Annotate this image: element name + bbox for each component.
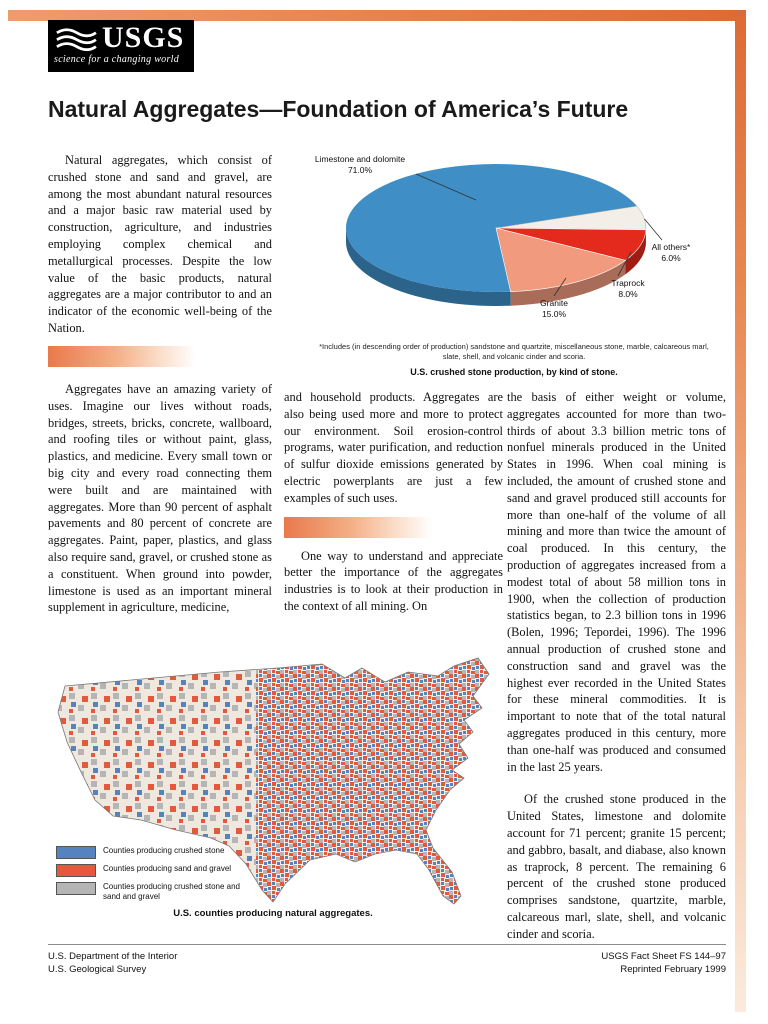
usgs-wave-icon: [56, 28, 97, 51]
section-divider-2: [284, 516, 432, 538]
column3-paragraph-1: the basis of either weight or volume, ag…: [507, 390, 726, 774]
us-outline: [57, 657, 490, 905]
footer-right: USGS Fact Sheet FS 144–97 Reprinted Febr…: [601, 951, 726, 976]
pie-slice-limestone: [345, 163, 637, 292]
column2: and household products. Aggregates are a…: [284, 389, 503, 615]
pie-label-all-others: All others* 6.0%: [636, 242, 706, 263]
column3-paragraph-2: Of the crushed stone produced in the Uni…: [507, 792, 726, 941]
leader-line-all-others: [644, 218, 663, 241]
legend-swatch-sand-gravel: [56, 864, 96, 877]
usgs-tagline: science for a changing world: [54, 54, 180, 65]
footer-divider: [48, 944, 726, 945]
pie-label-limestone-pct: 71.0%: [347, 164, 373, 175]
chart-caption: U.S. crushed stone production, by kind o…: [410, 367, 618, 377]
legend-label-crushed-stone: Counties producing crushed stone: [103, 846, 225, 855]
legend-swatch-crushed-stone: [56, 846, 96, 859]
pie-label-limestone-name: Limestone and dolomite: [314, 154, 406, 164]
section-divider-1: [48, 346, 196, 367]
pie-wall-traprock: [625, 229, 646, 275]
column2-paragraph-1: and household products. Aggregates are a…: [284, 390, 503, 505]
us-map-canvas: [57, 657, 490, 905]
legend-label-both: Counties producing crushed stone and san…: [103, 882, 240, 901]
intro-paragraph: Natural aggregates, which consist of cru…: [48, 153, 272, 335]
footer-reprint-date: Reprinted February 1999: [620, 963, 726, 975]
footer-department: U.S. Department of the Interior: [48, 951, 178, 962]
legend-row-crushed-stone: Counties producing crushed stone: [56, 846, 253, 859]
column3: the basis of either weight or volume, ag…: [507, 389, 726, 943]
map-caption: U.S. counties producing natural aggregat…: [173, 908, 373, 919]
leader-line-granite: [553, 277, 567, 297]
crushed-stone-pie-chart: Limestone and dolomite 71.0% All others*…: [296, 150, 732, 377]
right-accent-band: [735, 10, 746, 1012]
footer-fact-sheet-number: USGS Fact Sheet FS 144–97: [601, 951, 726, 962]
us-counties-map-figure: Counties producing crushed stone Countie…: [46, 648, 500, 919]
pie-label-traprock: Traprock 8.0%: [596, 278, 660, 299]
pie-label-traprock-name: Traprock: [611, 278, 645, 288]
pie-label-limestone: Limestone and dolomite 71.0%: [302, 154, 418, 175]
chart-footnote: *Includes (in descending order of produc…: [319, 342, 709, 361]
legend-swatch-both: [56, 882, 96, 895]
legend-row-both: Counties producing crushed stone and san…: [56, 882, 253, 901]
footer-left: U.S. Department of the Interior U.S. Geo…: [48, 951, 177, 976]
usgs-logo: USGS science for a changing world: [48, 20, 194, 72]
top-accent-band: [8, 10, 746, 21]
pie-label-all-others-name: All others*: [651, 242, 691, 252]
legend-row-sand-gravel: Counties producing sand and gravel: [56, 864, 253, 877]
leader-line-limestone: [415, 173, 477, 201]
pie-label-traprock-pct: 8.0%: [618, 288, 638, 299]
pie-label-granite-name: Granite: [540, 298, 568, 308]
page-title: Natural Aggregates—Foundation of America…: [48, 96, 629, 122]
map-legend: Counties producing crushed stone Countie…: [56, 846, 253, 901]
pie-label-granite: Granite 15.0%: [524, 298, 584, 319]
column1-paragraph: Aggregates have an amazing variety of us…: [48, 382, 272, 615]
pie-label-granite-pct: 15.0%: [541, 308, 567, 319]
pie-chart-canvas: [345, 163, 663, 306]
legend-label-sand-gravel: Counties producing sand and gravel: [103, 864, 232, 873]
footer-survey: U.S. Geological Survey: [48, 963, 147, 975]
leader-line-traprock: [617, 251, 632, 277]
pie-wall-granite: [510, 260, 626, 306]
pie-label-all-others-pct: 6.0%: [661, 252, 681, 263]
pie-slice-granite: [495, 227, 627, 293]
column2-paragraph-2: One way to understand and appreciate bet…: [284, 548, 503, 613]
pie-wall-limestone: [346, 228, 511, 306]
usgs-wordmark: USGS: [102, 21, 185, 54]
